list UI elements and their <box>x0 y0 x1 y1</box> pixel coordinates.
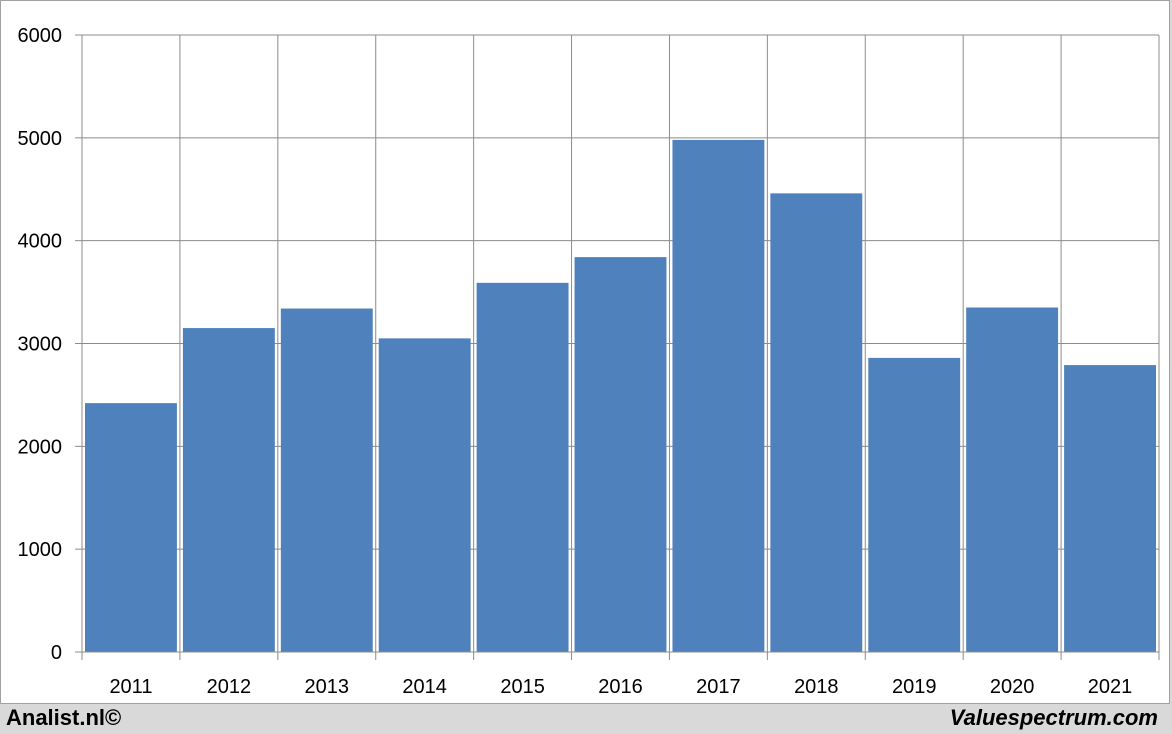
y-tick-label: 2000 <box>18 436 63 458</box>
x-tick-label: 2020 <box>990 676 1035 698</box>
x-tick-label: 2021 <box>1088 676 1133 698</box>
bar <box>85 403 177 652</box>
x-tick-label: 2012 <box>207 676 252 698</box>
bar <box>476 282 569 652</box>
bar <box>1064 365 1156 652</box>
y-tick-label: 6000 <box>18 25 63 47</box>
grid-lines <box>81 34 1160 660</box>
bar <box>378 338 471 652</box>
y-tick-label: 0 <box>51 642 62 664</box>
x-tick-label: 2013 <box>305 676 350 698</box>
footer-brand-right: Valuespectrum.com <box>949 705 1158 730</box>
y-tick-label: 3000 <box>18 334 63 356</box>
y-tick-labels: 0 1000 2000 3000 4000 5000 6000 <box>18 25 63 664</box>
chart-frame: 0 1000 2000 3000 4000 5000 6000 2011 2012 2013 20… <box>0 0 1170 704</box>
bar <box>770 193 863 652</box>
axes <box>75 34 1159 653</box>
y-tick-label: 4000 <box>18 231 63 253</box>
x-tick-label: 2019 <box>892 676 937 698</box>
x-tick-labels: 2011 2012 2013 2014 2015 2016 2017 2018 2019 2020… <box>109 676 1132 698</box>
bar <box>966 307 1059 652</box>
bar <box>868 357 961 652</box>
x-tick-label: 2018 <box>794 676 839 698</box>
y-tick-label: 1000 <box>18 539 63 561</box>
bar <box>574 257 667 652</box>
y-tick-label: 5000 <box>18 128 63 150</box>
x-tick-label: 2017 <box>696 676 741 698</box>
x-tick-label: 2016 <box>598 676 643 698</box>
bar <box>672 139 765 652</box>
x-tick-label: 2011 <box>109 676 152 698</box>
bar <box>182 328 275 652</box>
bars <box>85 139 1156 652</box>
bar <box>280 308 373 652</box>
x-tick-label: 2015 <box>500 676 545 698</box>
footer-brand-left: Analist.nl© <box>6 705 122 730</box>
x-tick-label: 2014 <box>402 676 447 698</box>
